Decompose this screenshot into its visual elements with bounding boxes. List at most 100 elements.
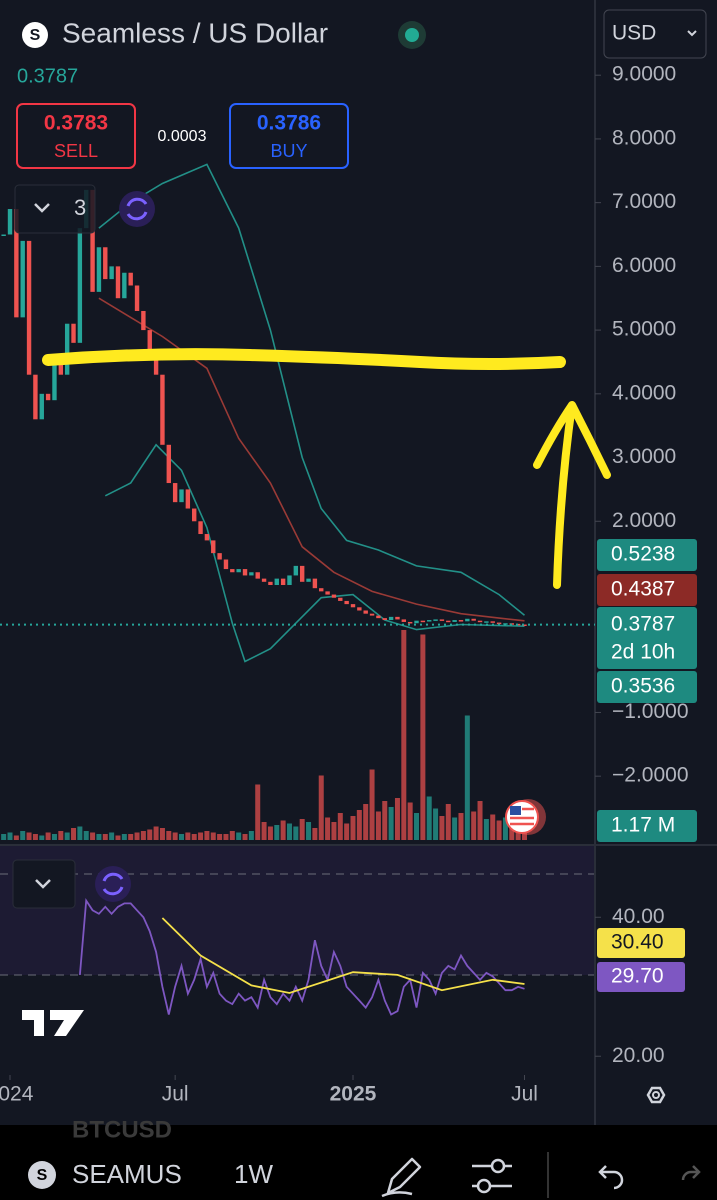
candle — [103, 247, 108, 280]
volume-bar — [90, 832, 96, 840]
volume-bar — [318, 775, 324, 840]
volume-bar — [223, 834, 229, 840]
volume-bar — [58, 831, 64, 840]
band-line — [104, 443, 525, 663]
volume-bar — [210, 832, 216, 840]
volume-bar — [394, 798, 400, 840]
candle — [71, 323, 76, 343]
volume-bar — [26, 832, 32, 840]
volume-bar — [426, 796, 432, 840]
volume-bar — [331, 822, 337, 840]
slider-knob — [476, 1178, 492, 1194]
y-tick-label: −1.0000 — [612, 700, 689, 723]
sell-button[interactable] — [16, 103, 136, 169]
candle — [350, 604, 356, 608]
toolbar-interval[interactable]: 1W — [234, 1159, 273, 1189]
sync-icon[interactable] — [119, 191, 155, 227]
y-tick-label: 20.00 — [612, 1044, 665, 1067]
candle — [96, 247, 102, 292]
candle — [223, 559, 229, 570]
tv-logo — [22, 1010, 84, 1036]
volume-bar — [483, 819, 489, 840]
volume-bar — [7, 832, 13, 840]
candle — [192, 508, 197, 522]
volume-value-badge — [597, 810, 697, 842]
volume-bar — [242, 834, 248, 840]
candle — [109, 266, 114, 280]
y-tick-label: −2.0000 — [612, 764, 689, 787]
volume-bar — [32, 834, 38, 840]
toolbar — [0, 1125, 717, 1200]
y-tick-label: 3.0000 — [612, 445, 676, 468]
symbol-title: Seamless / US Dollar — [62, 17, 328, 48]
volume-bar — [248, 831, 254, 840]
volume-bar — [280, 820, 286, 840]
volume-bar — [185, 832, 191, 840]
candle — [522, 624, 527, 627]
volume-bar — [140, 831, 146, 840]
symbol-logo[interactable] — [28, 1161, 56, 1189]
candle — [280, 578, 286, 585]
candle — [471, 618, 476, 621]
candle — [39, 393, 44, 420]
candle — [515, 623, 521, 626]
x-tick-label: 2025 — [330, 1083, 377, 1106]
sell-price: 0.3783 — [44, 112, 108, 135]
buy-price: 0.3786 — [257, 112, 321, 135]
volume-bar — [414, 813, 420, 840]
candle — [376, 615, 381, 619]
volume-bar — [166, 831, 172, 840]
candle — [249, 572, 254, 576]
candle — [261, 578, 267, 582]
buy-button[interactable] — [229, 103, 349, 169]
rsi-toggle[interactable] — [12, 859, 76, 909]
volume-bar — [350, 816, 356, 840]
redo[interactable] — [681, 1165, 701, 1181]
settings-icon[interactable] — [646, 1086, 666, 1104]
volume-bar — [109, 832, 115, 840]
volume-bar — [191, 834, 197, 840]
volume-bar — [420, 634, 426, 840]
volume-bar — [356, 810, 362, 840]
toolbar-symbol[interactable]: SEAMUS — [72, 1159, 182, 1189]
candle — [312, 578, 318, 589]
y-tick-label: 2.0000 — [612, 509, 676, 532]
rsi-value: 30.40 — [611, 931, 664, 954]
volume-bar — [502, 817, 508, 840]
flag-canton — [510, 806, 521, 815]
candle — [77, 228, 83, 343]
candle — [217, 553, 222, 560]
volume-bar — [312, 828, 318, 840]
rsi-value: 29.70 — [611, 965, 664, 988]
candle — [211, 540, 216, 554]
volume-bar — [71, 828, 77, 840]
lower-band-value-badge — [597, 671, 697, 703]
sync-icon[interactable] — [95, 866, 131, 902]
candle — [382, 618, 387, 621]
x-tick-label: Jul — [162, 1083, 189, 1106]
candle — [7, 209, 13, 235]
currency-dropdown[interactable] — [603, 9, 707, 59]
candle — [134, 285, 140, 311]
draw-tool[interactable] — [381, 1157, 422, 1198]
rsi-line — [161, 917, 525, 994]
y-tick-label: 8.0000 — [612, 126, 676, 149]
candle — [344, 600, 349, 605]
volume-bar — [172, 832, 178, 840]
candle — [90, 189, 95, 292]
volume-bar — [102, 834, 108, 840]
candle — [433, 619, 438, 621]
candle — [230, 569, 235, 573]
volume-bar — [134, 832, 140, 840]
candle — [115, 266, 121, 299]
undo[interactable] — [598, 1165, 624, 1190]
last-price-badge — [597, 607, 697, 669]
candle — [446, 620, 451, 623]
volume-bar — [153, 826, 159, 840]
indicators-toggle[interactable] — [14, 184, 96, 234]
candle — [420, 620, 426, 623]
y-tick-label: 6.0000 — [612, 254, 676, 277]
settings-center — [652, 1091, 660, 1099]
volume-bar — [433, 808, 439, 840]
volume-bar — [490, 814, 496, 840]
